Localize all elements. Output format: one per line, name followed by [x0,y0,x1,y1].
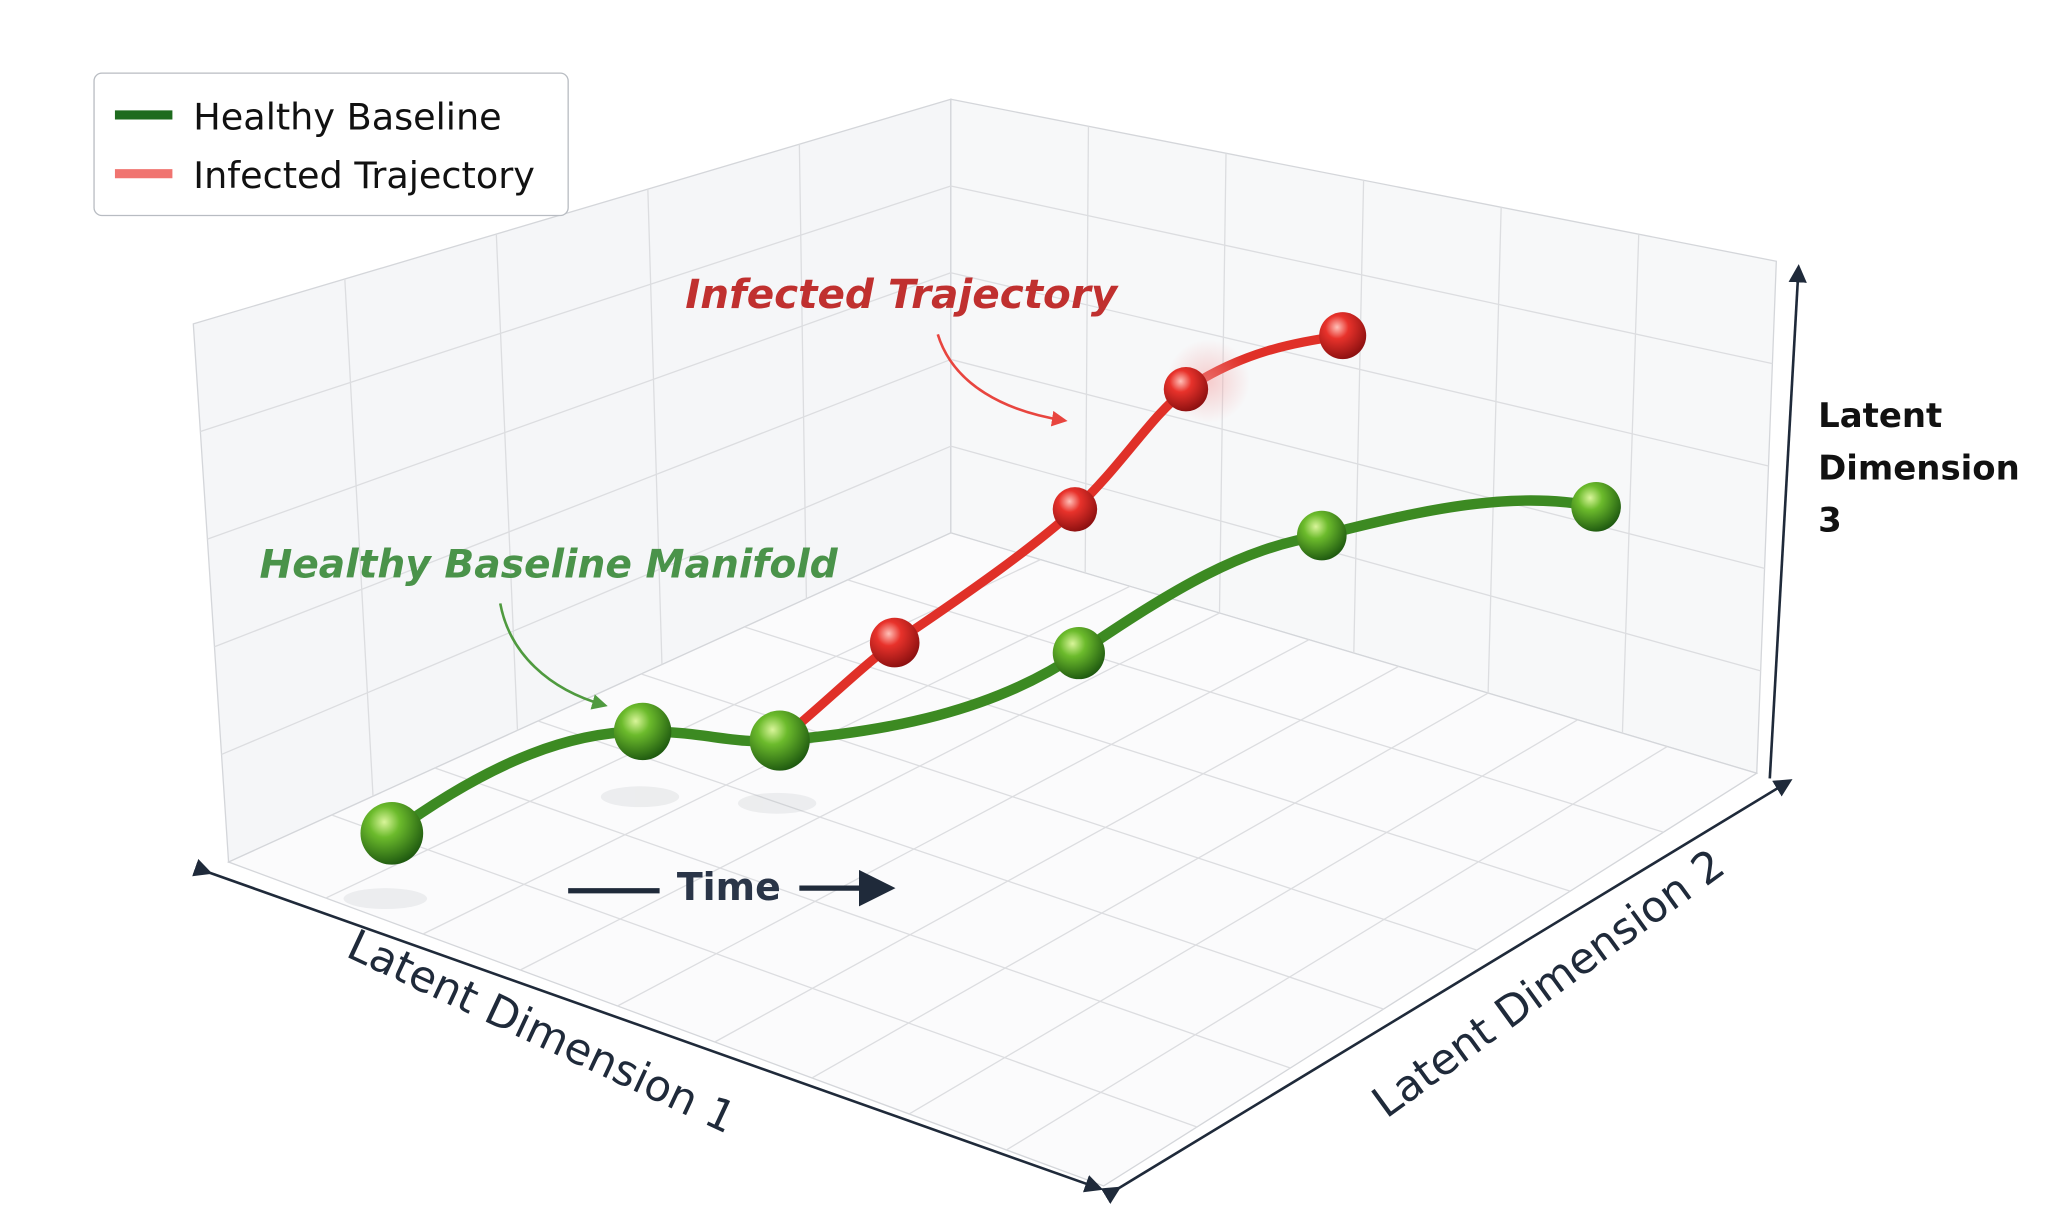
grid-line [798,144,808,599]
grid-line [1487,207,1502,694]
infected-arrow [936,333,1068,427]
healthy-annotation: Healthy Baseline Manifold [259,542,838,587]
healthy-curve [386,495,1602,839]
healthy-point [749,710,810,771]
healthy-points [360,481,1621,865]
grid-line [1621,234,1640,734]
grid-line [495,234,519,731]
healthy-point [613,702,672,761]
grid-line [950,272,1769,467]
grid-line [1353,180,1365,654]
infected-point [869,617,920,668]
grid-line [950,445,1761,672]
grid-line [207,272,952,540]
grid-line [647,189,663,665]
infected-points [869,312,1367,668]
axis-z-label: Dimension [1818,448,2020,488]
infected-annotation: Infected Trajectory [685,270,1119,318]
grid-line [214,358,952,648]
grid-line [950,185,1773,365]
legend-label: Healthy Baseline [193,95,501,138]
legend-label: Infected Trajectory [193,154,535,197]
axis-y [1100,779,1793,1204]
healthy-arrow [498,603,608,710]
legend-box [93,72,569,217]
axis-z-label: Latent [1818,396,1942,436]
healthy-point [360,801,424,865]
healthy-point [1571,481,1621,532]
infected-point [1163,367,1209,412]
shadows [343,786,817,910]
axis-z [1768,264,1807,779]
time-label: Time [677,865,781,909]
healthy-point [1296,510,1347,561]
healthy-point [1052,626,1105,680]
grid-line [221,445,952,756]
grid-line [344,278,374,797]
axis-z-label: 3 [1818,501,1842,541]
infected-point [1319,312,1367,360]
grid-line [950,358,1765,570]
axis-x [192,858,1104,1193]
grid-line [200,185,952,433]
infected-point [1052,487,1098,532]
